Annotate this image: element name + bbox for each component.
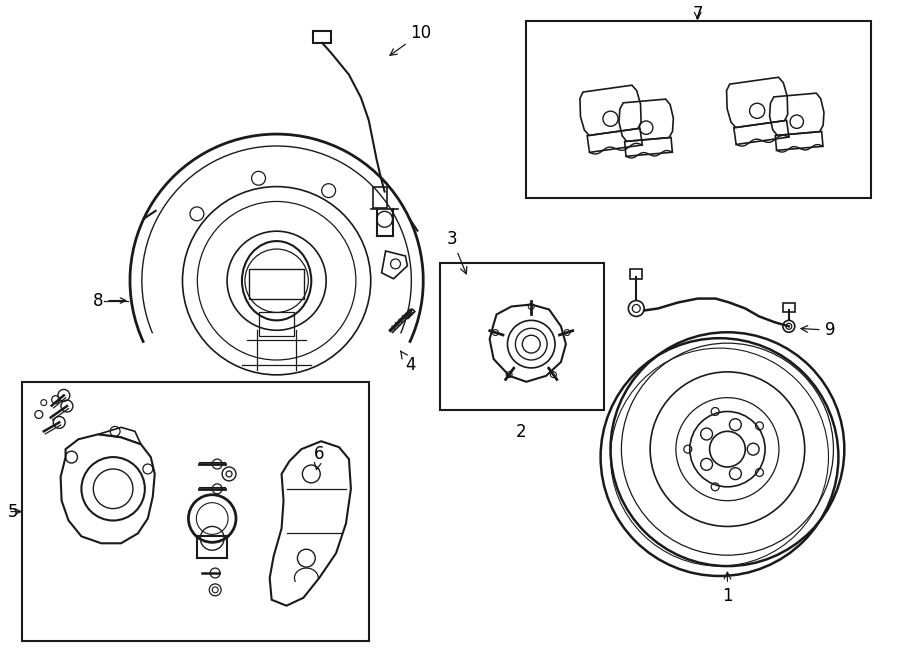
Text: 1: 1 xyxy=(722,572,733,605)
Bar xyxy=(630,269,643,279)
Text: 4: 4 xyxy=(400,351,416,374)
Bar xyxy=(249,269,304,299)
Bar xyxy=(373,186,387,208)
Text: 8: 8 xyxy=(93,292,104,309)
Text: 10: 10 xyxy=(390,24,431,56)
Bar xyxy=(313,31,331,43)
Bar xyxy=(259,313,294,336)
Text: 5: 5 xyxy=(7,502,18,521)
Bar xyxy=(526,21,871,198)
Text: 6: 6 xyxy=(314,445,325,469)
Text: 3: 3 xyxy=(446,230,467,274)
Bar xyxy=(783,303,795,313)
Text: 2: 2 xyxy=(516,424,526,442)
Bar xyxy=(22,382,369,641)
Bar xyxy=(440,263,604,410)
Text: 7: 7 xyxy=(692,5,703,23)
Text: 9: 9 xyxy=(801,321,835,339)
